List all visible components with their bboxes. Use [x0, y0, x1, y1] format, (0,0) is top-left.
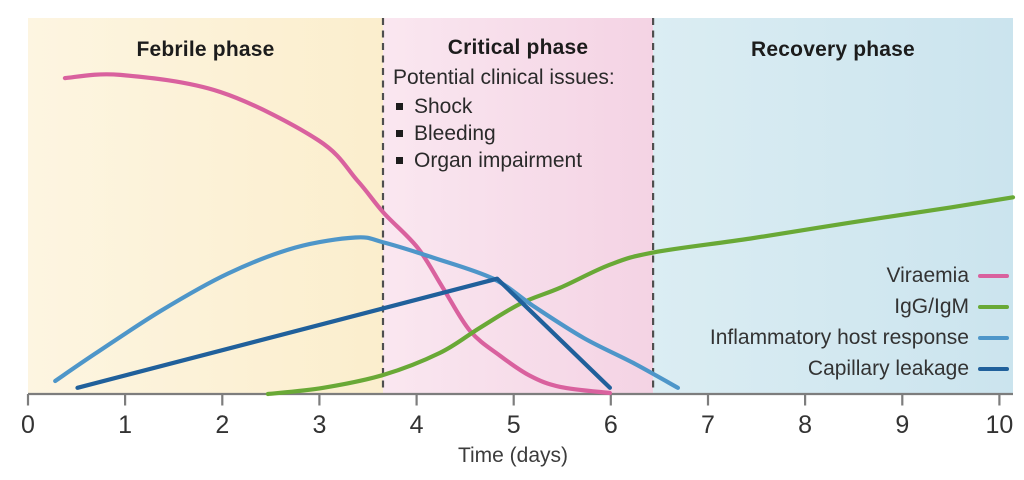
x-axis-tick-label: 10 [985, 411, 1013, 439]
legend-row-capillary-leakage: Capillary leakage [710, 353, 1009, 384]
inflammatory-host-response-curve [53, 235, 680, 390]
x-axis-tick-label: 3 [312, 411, 326, 439]
viraemia-curve [62, 72, 612, 396]
legend-row-inflammatory-host-response: Inflammatory host response [710, 322, 1009, 353]
legend-row-igg-igm: IgG/IgM [710, 291, 1009, 322]
igg-igm-curve [265, 195, 1016, 397]
legend: Viraemia IgG/IgM Inflammatory host respo… [710, 260, 1009, 384]
legend-row-viraemia: Viraemia [710, 260, 1009, 291]
clinical-issue-label: Bleeding [414, 122, 496, 145]
phase-title-critical: Critical phase [447, 36, 589, 59]
bullet-square-icon [396, 130, 403, 137]
x-axis-tick-label: 1 [118, 411, 132, 439]
clinical-issue-label: Shock [414, 95, 473, 118]
inflammatory-host-response-line-swatch [978, 335, 1009, 340]
phase-title-recovery: Recovery phase [751, 38, 915, 61]
x-axis-tick-label: 4 [410, 411, 424, 439]
clinical-issues-heading: Potential clinical issues: [393, 66, 615, 89]
phase-title-febrile: Febrile phase [136, 38, 275, 61]
x-axis-tick-label: 5 [507, 411, 521, 439]
x-axis-tick-label: 0 [21, 411, 35, 439]
legend-label-capillary-leakage: Capillary leakage [807, 356, 969, 380]
x-axis-tick-label: 6 [604, 411, 618, 439]
bullet-square-icon [396, 157, 403, 164]
legend-label-igg-igm: IgG/IgM [894, 294, 969, 318]
clinical-issue-label: Organ impairment [414, 149, 583, 172]
legend-label-viraemia: Viraemia [886, 263, 969, 287]
x-axis-tick-label: 8 [798, 411, 812, 439]
igg-igm-line-swatch [978, 304, 1009, 309]
phase-region-critical-phase [383, 18, 653, 394]
x-axis-tick-label: 2 [215, 411, 229, 439]
x-axis-tick-label: 7 [701, 411, 715, 439]
clinical-issue-item: Bleeding [393, 120, 615, 147]
viraemia-line-swatch [978, 273, 1009, 278]
clinical-issue-item: Shock [393, 93, 615, 120]
capillary-leakage-line-swatch [978, 366, 1009, 371]
clinical-issue-item: Organ impairment [393, 147, 615, 174]
x-axis-tick-label: 9 [895, 411, 909, 439]
x-axis-label: Time (days) [457, 444, 569, 467]
legend-label-inflammatory-host-response: Inflammatory host response [709, 325, 969, 349]
clinical-issues-note: Potential clinical issues: Shock Bleedin… [393, 65, 615, 174]
capillary-leakage-curve [75, 276, 612, 390]
phase-region-febrile-phase [28, 18, 383, 394]
bullet-square-icon [396, 103, 403, 110]
